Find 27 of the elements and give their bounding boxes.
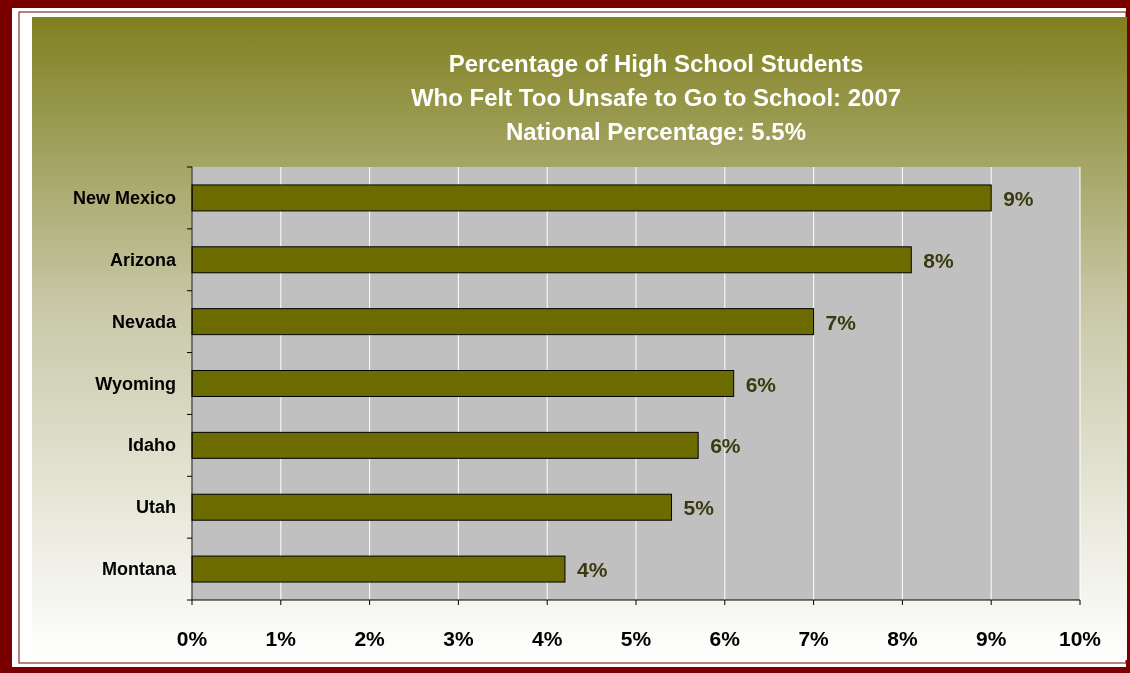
x-tick-label: 4% (532, 627, 563, 650)
data-label: 6% (710, 434, 741, 458)
y-tick-label: Idaho (128, 435, 176, 456)
x-tick-label: 3% (443, 627, 474, 650)
x-tick-label: 6% (709, 627, 741, 650)
data-label: 5% (683, 496, 715, 520)
chart-title: Percentage of High School Students Who Felt Too Unsafe to Go to School: 2007 (410, 50, 902, 111)
x-tick-label: 1% (265, 627, 297, 650)
x-tick-label: 8% (887, 627, 918, 650)
x-tick-label: 0% (176, 627, 208, 650)
y-tick-label: New Mexico (72, 187, 176, 208)
x-tick-label: 5% (620, 627, 652, 650)
data-label: 8% (923, 248, 954, 272)
x-tick-label: 7% (798, 627, 830, 650)
data-label: 6% (745, 372, 777, 396)
data-label: 7% (825, 310, 857, 334)
x-tick-label: 2% (354, 627, 386, 650)
data-label: 9% (1003, 186, 1034, 210)
data-label: 4% (576, 558, 608, 582)
y-tick-label: Utah (136, 497, 176, 518)
y-tick-label: Nevada (111, 311, 177, 332)
x-tick-label: 10% (1058, 627, 1102, 650)
x-tick-label: 9% (976, 627, 1007, 650)
y-tick-label: Arizona (109, 249, 177, 270)
y-tick-label: Montana (102, 559, 177, 580)
y-tick-label: Wyoming (95, 373, 176, 394)
chart-subtitle: National Percentage: 5.5% (505, 118, 807, 145)
